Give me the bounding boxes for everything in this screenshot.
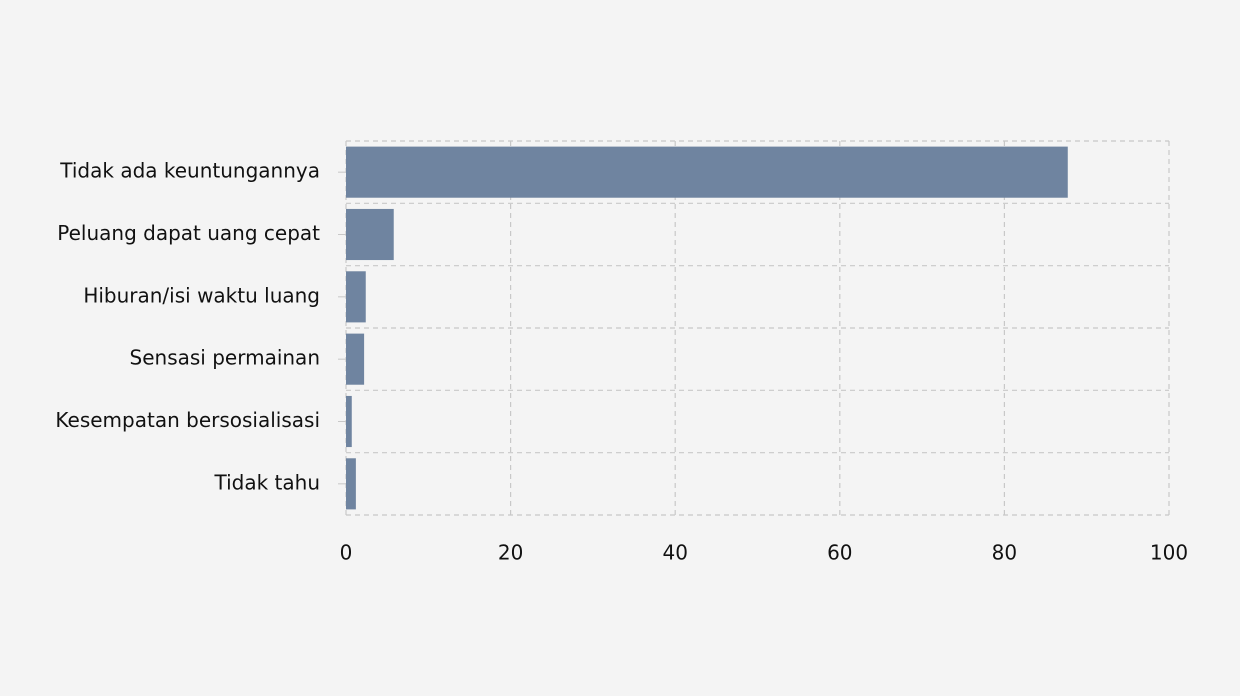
y-tick-label: Tidak tahu — [214, 470, 321, 494]
x-tick-label: 80 — [992, 541, 1017, 565]
x-tick-label: 40 — [662, 541, 687, 565]
x-tick-label: 20 — [498, 541, 523, 565]
x-tick-label: 60 — [827, 541, 852, 565]
y-tick-label: Peluang dapat uang cepat — [57, 221, 320, 245]
y-tick-label: Kesempatan bersosialisasi — [55, 408, 320, 432]
y-tick-label: Sensasi permainan — [130, 346, 320, 370]
y-tick-label: Tidak ada keuntungannya — [59, 159, 320, 183]
y-tick-label: Hiburan/isi waktu luang — [83, 283, 320, 307]
bar — [346, 395, 352, 448]
bar — [346, 208, 394, 261]
bar — [346, 458, 356, 510]
x-tick-label: 0 — [340, 541, 353, 565]
bar — [346, 146, 1068, 198]
bar — [346, 271, 366, 323]
bar — [346, 333, 365, 385]
x-tick-label: 100 — [1150, 541, 1188, 565]
